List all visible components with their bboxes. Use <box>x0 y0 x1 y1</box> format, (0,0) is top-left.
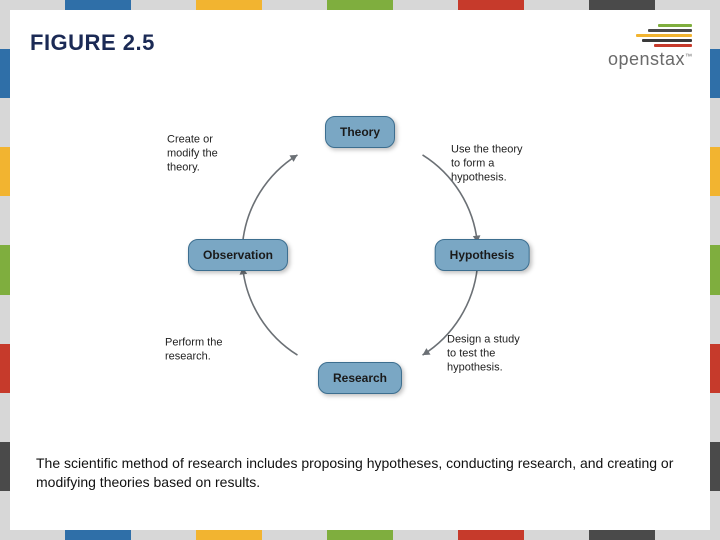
figure-title: FIGURE 2.5 <box>30 30 155 56</box>
frame-bottom <box>0 530 720 540</box>
cycle-diagram: Theory Hypothesis Research Observation Use t… <box>160 90 560 420</box>
edge-label-0: Use the theory to form a hypothesis. <box>451 143 561 184</box>
openstax-logo: openstax™ <box>608 24 692 70</box>
frame-left <box>0 0 10 540</box>
node-research: Research <box>318 362 402 394</box>
node-hypothesis: Hypothesis <box>435 239 530 271</box>
edge-label-2: Perform the research. <box>165 336 275 364</box>
frame-right <box>710 0 720 540</box>
edge-label-1: Design a study to test the hypothesis. <box>447 333 557 374</box>
logo-text: openstax <box>608 49 685 69</box>
logo-bars-icon <box>608 24 692 47</box>
node-observation: Observation <box>188 239 288 271</box>
node-theory: Theory <box>325 116 395 148</box>
logo-trademark: ™ <box>685 54 692 61</box>
frame-top <box>0 0 720 10</box>
edge-label-3: Create or modify the theory. <box>167 133 277 174</box>
figure-caption: The scientific method of research includ… <box>36 454 684 492</box>
